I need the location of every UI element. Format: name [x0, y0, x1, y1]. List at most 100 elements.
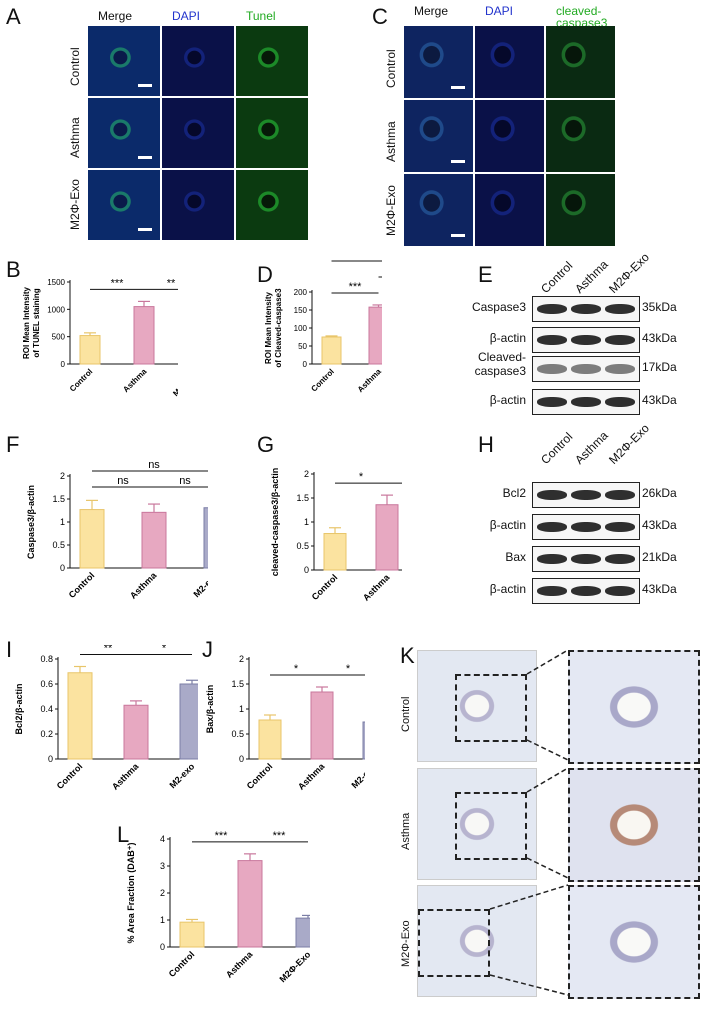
blot-kda: 43kDa [642, 393, 677, 407]
blot-band [537, 522, 567, 532]
category-label: Control [309, 367, 335, 393]
blot-band [537, 554, 567, 564]
category-label: Asthma [121, 367, 148, 394]
ihc-row-label: M2Φ-Exo [400, 920, 412, 967]
blot-band [537, 490, 567, 500]
bar [295, 917, 310, 948]
blot-band [571, 554, 601, 564]
blot-band [605, 364, 635, 374]
bar [258, 719, 282, 760]
bar [321, 336, 342, 365]
significance-label: * [346, 663, 351, 675]
y-tick-label: 0 [160, 942, 165, 952]
y-tick-label: 0 [239, 754, 244, 764]
category-label: M2-exo [167, 761, 196, 790]
significance-label: * [162, 645, 167, 655]
y-tick-label: 500 [52, 333, 66, 342]
panel-letter-g: G [257, 432, 275, 457]
significance-label: *** [372, 258, 382, 261]
category-label: Control [55, 761, 85, 791]
blot-protein-name: Caspase3 [471, 300, 526, 314]
bar [79, 335, 101, 365]
significance-label: * [359, 471, 364, 483]
row-label-0: Control [384, 49, 398, 88]
micrograph-tile [236, 26, 308, 96]
bar [67, 672, 93, 760]
zoom-region-box [418, 909, 490, 977]
chart-g: 0 0.5 1 1.5 2 cleaved-caspase3/β-actin Control… [270, 468, 402, 603]
blot-kda: 21kDa [642, 550, 677, 564]
blot-band [571, 522, 601, 532]
row-label-2: M2Φ-Exo [384, 185, 398, 236]
category-label: Control [68, 367, 94, 393]
y-tick-label: 50 [298, 342, 307, 351]
blot-band [605, 586, 635, 596]
bar [79, 509, 105, 569]
micrograph-tile [404, 26, 473, 98]
y-tick-label: 0 [48, 754, 53, 764]
y-tick-label: 1000 [47, 305, 65, 314]
bar [123, 704, 149, 760]
blot-strip [532, 327, 640, 353]
blot-band [605, 397, 635, 407]
y-axis-label: cleaved-caspase3/β-actin [270, 468, 280, 577]
lane-label-1: Asthma [572, 257, 611, 296]
y-axis-label: Bax/β-actin [205, 685, 215, 734]
blot-band [571, 586, 601, 596]
blot-band [571, 364, 601, 374]
blot-protein-name: Bcl2 [502, 486, 526, 500]
y-tick-label: 0.5 [296, 541, 309, 551]
significance-label: *** [349, 281, 363, 293]
chart-j: 0 0.5 1 1.5 2 Bax/β-actin Control Asthma M2-exo *… [205, 654, 365, 792]
micrograph-tile [475, 100, 544, 172]
y-tick-label: 0.2 [40, 729, 53, 739]
column-header-0: Merge [98, 9, 133, 23]
row-label-1: Asthma [68, 117, 82, 158]
significance-label: ** [104, 645, 113, 655]
micrograph-tile [88, 170, 160, 240]
blot-strip [532, 296, 640, 322]
bar [179, 683, 198, 760]
micrograph-tile [162, 170, 234, 240]
blot-protein-name: Cleaved- caspase3 [474, 350, 526, 378]
chart-i: 0 0.2 0.4 0.6 0.8 Bcl2/β-actin Control Asthma M2… [14, 645, 198, 792]
blot-strip [532, 546, 640, 572]
y-tick-label: 1 [239, 704, 244, 714]
micrograph-tile [162, 98, 234, 168]
y-tick-label: 2 [239, 654, 244, 664]
chart-b: 0 500 1000 1500 ROI Mean Intensity of TUNEL s… [22, 277, 178, 398]
blot-strip [532, 356, 640, 382]
category-label: Asthma [110, 761, 141, 792]
y-tick-label: 2 [304, 469, 309, 479]
y-tick-label: 1500 [47, 278, 65, 287]
category-label: M2-exo [349, 761, 365, 790]
bar [368, 306, 382, 365]
y-tick-label: 2 [160, 888, 165, 898]
row-label-0: Control [68, 47, 82, 86]
blot-kda: 43kDa [642, 331, 677, 345]
category-label: Asthma [296, 761, 327, 792]
blot-band [571, 335, 601, 345]
bar [141, 511, 167, 569]
y-tick-label: 0 [61, 360, 66, 369]
bar [179, 921, 205, 948]
bar [237, 860, 263, 948]
panel-letter-a: A [6, 4, 21, 29]
row-label-1: Asthma [384, 121, 398, 162]
bar [203, 507, 208, 569]
bar [133, 306, 155, 365]
chart-d: 0 50 100 150 200 ROI Mean Intensity of Cleaved… [264, 258, 382, 394]
column-header-0: Merge [414, 4, 449, 18]
blot-band [605, 490, 635, 500]
blot-band [537, 397, 567, 407]
y-axis-label: Bcl2/β-actin [14, 683, 24, 734]
chart-l: 0 1 2 3 4 % Area Fraction (DAB⁺) Control Asthma… [126, 830, 310, 984]
y-tick-label: 1 [160, 915, 165, 925]
micrograph-tile [546, 26, 615, 98]
y-tick-label: 0 [304, 565, 309, 575]
panel-letter-j: J [202, 637, 213, 662]
blot-protein-name: β-actin [489, 393, 526, 407]
micrograph-tile [236, 170, 308, 240]
column-header-2: Tunel [246, 9, 276, 23]
significance-label: *** [273, 830, 287, 842]
